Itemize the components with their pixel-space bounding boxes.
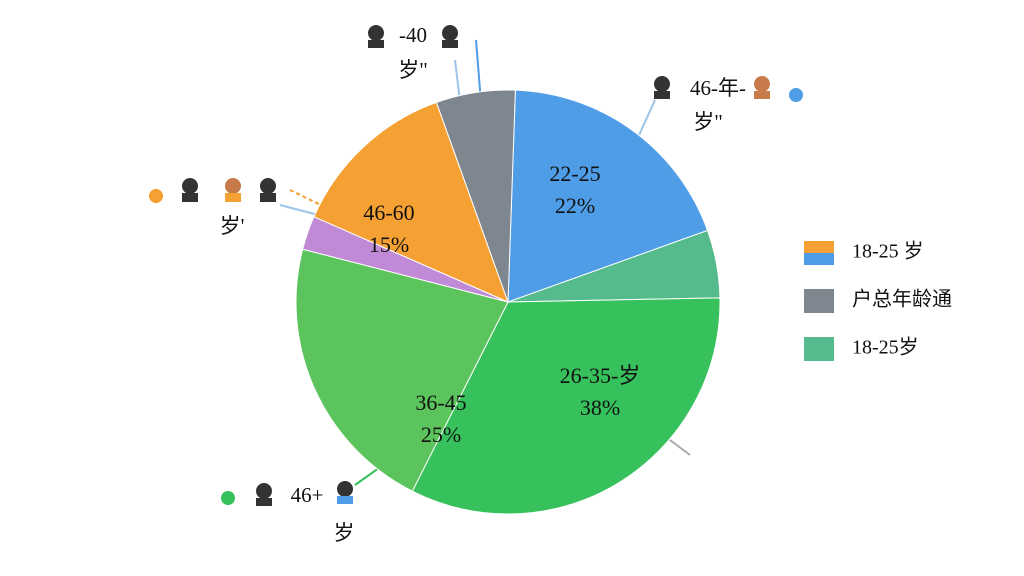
slice-value-label: 15%	[369, 232, 409, 257]
legend-swatch	[804, 337, 834, 361]
pie-slice	[507, 89, 709, 303]
callout-label: 岁"	[693, 110, 723, 134]
legend-label: 18-25岁	[852, 336, 919, 359]
callout-label: -40	[399, 23, 427, 47]
pie-slice	[313, 101, 509, 303]
slice-label: 36-45	[415, 390, 466, 415]
slice-label: 26-35-岁	[560, 363, 641, 388]
legend-swatch	[804, 253, 834, 265]
pie-slice	[411, 297, 721, 515]
legend-swatch	[804, 289, 834, 313]
pie-slice	[435, 89, 516, 303]
slice-label: 46-60	[363, 200, 414, 225]
callout-label: 岁'	[220, 214, 245, 238]
slice-value-label: 22%	[555, 193, 595, 218]
callout-label: 46-年-	[690, 76, 746, 100]
legend-label: 户总年龄通	[852, 288, 952, 311]
callout-label: 岁	[334, 521, 355, 545]
legend-swatch	[804, 241, 834, 253]
slice-value-label: 38%	[580, 395, 620, 420]
slice-value-label: 25%	[421, 422, 461, 447]
slice-label: 22-25	[549, 161, 600, 186]
legend-label: 18-25 岁	[852, 240, 924, 263]
callout-label: 岁"	[398, 58, 428, 82]
callout-label: 46+	[291, 483, 324, 507]
person-icons	[182, 25, 770, 506]
pie-slice	[295, 248, 509, 492]
